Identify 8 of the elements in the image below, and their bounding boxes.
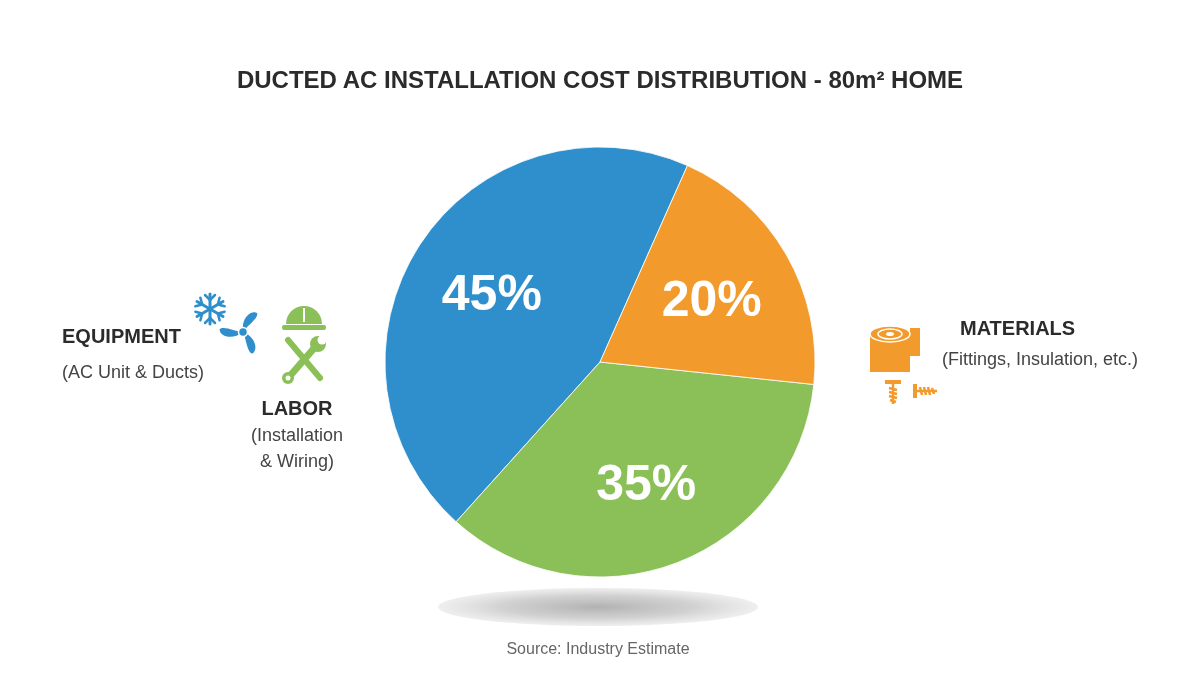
legend-label: EQUIPMENT (AC Unit & Ducts) xyxy=(62,325,205,382)
legend-label: LABOR (Installation & Wiring) xyxy=(250,397,344,471)
slice-label: MATERIALS (Fittings, Insulation, etc.) xyxy=(942,317,1139,369)
data-label: 45% xyxy=(441,264,542,321)
data-label: 20% xyxy=(661,270,762,327)
chart-title: DUCTED AC INSTALLATION COST DISTRIBUTION - 80m² HOME xyxy=(236,66,964,93)
data-label: 35% xyxy=(596,455,697,512)
source-note: Source: Industry Estimate xyxy=(506,640,690,657)
